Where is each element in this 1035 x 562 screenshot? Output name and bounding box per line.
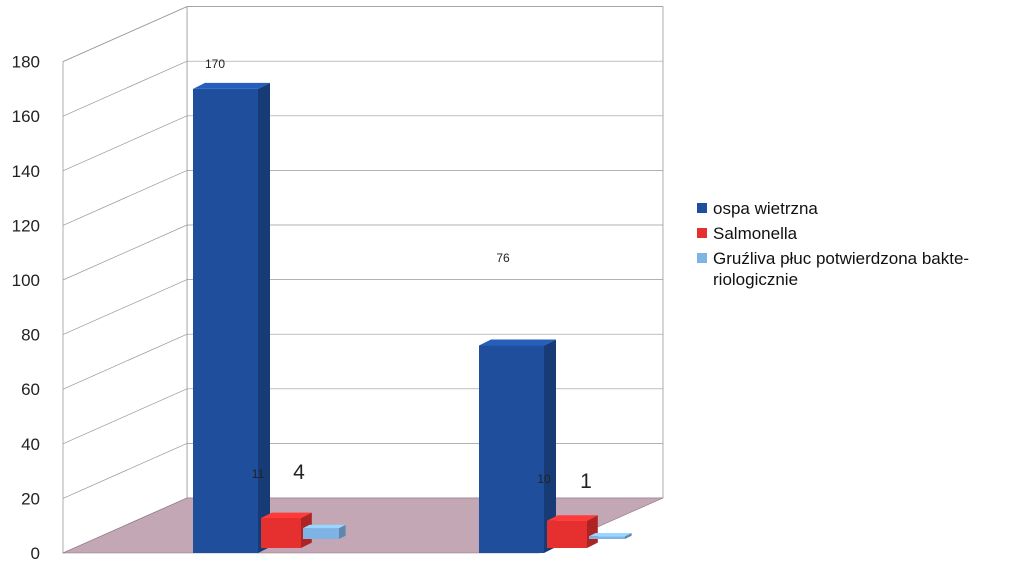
bar-top [303,524,346,529]
data-label: 11 [252,467,265,481]
y-tick-label: 20 [21,489,40,508]
gridline [62,388,188,445]
y-tick-label: 160 [12,107,40,126]
y-tick-label: 0 [31,544,40,562]
bar-top [479,339,556,346]
gridline [62,170,188,226]
bar-top [261,512,312,518]
gridline [62,333,188,390]
legend-swatch-gruzlica [697,253,707,263]
y-axis-ticks: 0 20 40 60 80 100 120 140 160 180 [12,53,40,562]
bar-side [587,515,598,548]
bar-side [339,524,346,539]
bar [589,536,625,539]
legend-label: Salmonella [713,224,798,243]
bar-side [625,532,632,539]
data-labels: 170 11 4 76 10 1 [205,57,592,493]
gridline [62,6,188,62]
y-tick-label: 180 [12,53,40,72]
legend-item-salmonella: Salmonella [697,223,1027,244]
y-tick-label: 60 [21,380,40,399]
bar [547,520,587,548]
bar [303,528,339,539]
y-tick-label: 100 [12,271,40,290]
gridline [62,279,188,335]
bar-side [544,339,556,553]
legend-swatch-ospa [697,203,707,213]
legend: ospa wietrzna Salmonella Gruźliva płuc p… [697,198,1027,294]
y-tick-label: 40 [21,435,40,454]
gridline [62,115,188,172]
legend-label: ospa wietrzna [713,199,818,218]
data-label: 76 [496,251,510,265]
data-label: 1 [580,470,592,493]
legend-item-ospa: ospa wietrzna [697,198,1027,219]
data-label: 170 [205,57,225,71]
y-tick-label: 140 [12,162,40,181]
bar [193,88,258,554]
bar-top [547,515,598,521]
bar [479,345,544,553]
gridline [62,60,188,117]
y-tick-label: 80 [21,326,40,345]
legend-swatch-salmonella [697,228,707,238]
legend-label: Gruźliva płuc potwierdzona bakte-riologi… [713,249,970,289]
gridline [62,443,188,499]
bar-side [258,82,270,554]
bar [261,517,301,548]
y-tick-label: 120 [12,216,40,235]
data-label: 4 [293,461,305,484]
gridline [62,224,188,281]
bar-top [589,532,632,537]
bars [193,82,632,554]
bar-top [193,82,270,89]
legend-item-gruzlica: Gruźliva płuc potwierdzona bakte-riologi… [697,248,1027,290]
data-label: 10 [537,472,551,486]
